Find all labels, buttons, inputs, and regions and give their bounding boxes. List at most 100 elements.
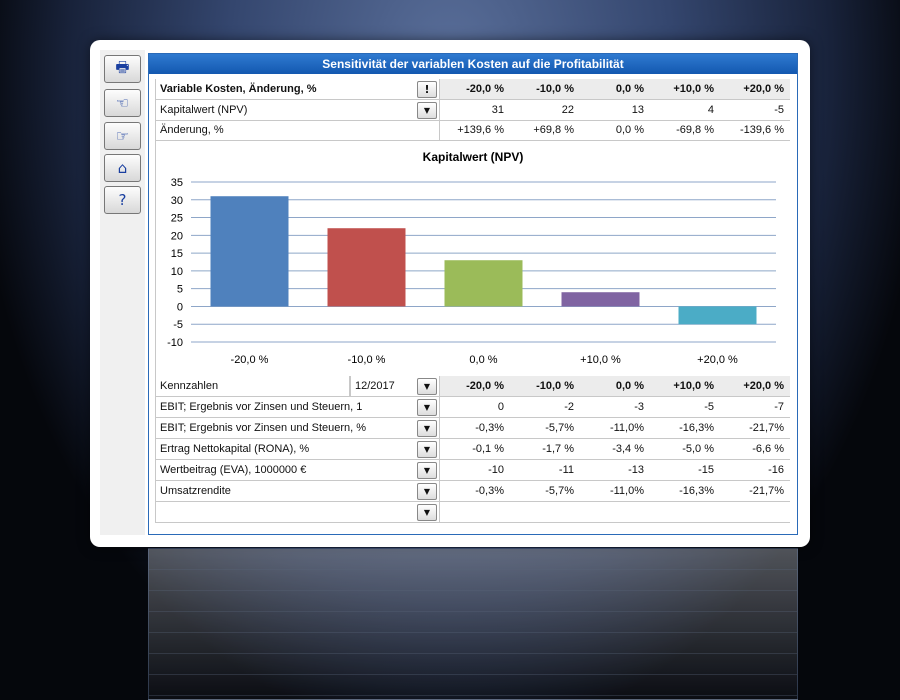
help-icon: ? (118, 191, 127, 209)
kpi-select[interactable]: Wertbeitrag (EVA), 1000000 € ▼ (155, 460, 440, 480)
y-tick-label: -10 (167, 337, 183, 349)
cell-value: -20,0 % (440, 79, 510, 99)
chevron-down-icon[interactable]: ▼ (417, 419, 437, 437)
cell-value: -11 (558, 464, 574, 476)
cell-value: +10,0 % (650, 79, 720, 99)
kpi-label: Ertrag Nettokapital (RONA), % (160, 443, 310, 455)
reflection (148, 548, 798, 700)
table-row: Kapitalwert (NPV) ▼ 31 22 13 4 -5 (155, 100, 790, 121)
cell-value: -5 (704, 401, 714, 413)
cell-value: -5,7% (545, 485, 574, 497)
cell-value: -13 (628, 464, 644, 476)
period-select[interactable]: 12/2017 ▼ (350, 376, 440, 396)
table-row: Änderung, % +139,6 % +69,8 % 0,0 % -69,8 % -1… (155, 120, 790, 141)
help-button[interactable]: ? (104, 186, 141, 214)
cell-value (440, 502, 510, 522)
kpi-select[interactable]: Ertrag Nettokapital (RONA), % ▼ (155, 439, 440, 459)
printer-button[interactable]: 🖶 (104, 55, 141, 83)
row-label-text: Kapitalwert (NPV) (160, 104, 248, 116)
cell-value (720, 502, 790, 522)
hand-left-button[interactable]: ☜ (104, 89, 141, 117)
cell-value: -16,3% (679, 422, 714, 434)
cell-value: -11,0% (609, 485, 644, 497)
home-button[interactable]: ⌂ (104, 154, 141, 182)
kpi-row: Umsatzrendite ▼ -0,3% -5,7% -11,0% -16,3% -21,… (155, 481, 790, 502)
cell-value: -15 (698, 464, 714, 476)
y-tick-label: 5 (177, 284, 183, 296)
cell-value: +10,0 % (650, 376, 720, 396)
cell-value: 0 (497, 401, 504, 413)
cell-value: -3 (634, 401, 644, 413)
chevron-down-icon[interactable]: ▼ (417, 101, 437, 119)
cell-value: -2 (564, 401, 574, 413)
kennzahlen-text: Kennzahlen (160, 380, 219, 392)
kpi-select[interactable]: ▼ (155, 502, 440, 522)
cell-value: -10 (488, 464, 504, 476)
cell-value: -0,1 % (472, 443, 504, 455)
chevron-down-icon[interactable]: ▼ (417, 461, 437, 479)
y-tick-label: 25 (171, 213, 183, 225)
bar (561, 292, 640, 307)
cell-value: +139,6 % (457, 124, 504, 136)
cell-value: 31 (491, 104, 504, 116)
cell-value: +69,8 % (533, 124, 574, 136)
chevron-down-icon[interactable]: ▼ (417, 377, 437, 395)
cell-value: -3,4 % (612, 443, 644, 455)
cell-value: -5 (774, 104, 784, 116)
y-tick-label: 15 (171, 248, 183, 260)
kpi-header: Kennzahlen 12/2017 ▼ -20,0 % -10,0 % 0,0 % +10… (155, 376, 790, 397)
cell-value: +20,0 % (720, 79, 790, 99)
y-tick-label: 10 (171, 266, 183, 278)
kennzahlen-label: Kennzahlen (155, 376, 350, 396)
header-label-text: Variable Kosten, Änderung, % (160, 83, 317, 95)
cell-value: -0,3% (475, 422, 504, 434)
x-tick-label: -20,0 % (231, 354, 269, 366)
info-button[interactable]: ! (417, 80, 437, 98)
hand-right-icon: ☞ (115, 127, 130, 145)
row-label: Änderung, % (155, 120, 440, 140)
x-tick-label: +20,0 % (697, 354, 738, 366)
kpi-row: EBIT; Ergebnis vor Zinsen und Steuern, %… (155, 418, 790, 439)
bar (327, 228, 406, 307)
cell-value: -5,7% (545, 422, 574, 434)
npv-chart: Kapitalwert (NPV) 35 30 25 20 15 10 5 0 -5 -10 -20,… (155, 139, 790, 376)
x-tick-label: -10,0 % (348, 354, 386, 366)
kpi-label: EBIT; Ergebnis vor Zinsen und Steuern, % (160, 422, 367, 434)
kpi-row: Wertbeitrag (EVA), 1000000 € ▼ -10 -11 -13 -1… (155, 460, 790, 481)
hand-right-button[interactable]: ☞ (104, 122, 141, 150)
y-tick-label: 35 (171, 177, 183, 189)
chevron-down-icon[interactable]: ▼ (417, 503, 437, 521)
chevron-down-icon[interactable]: ▼ (417, 398, 437, 416)
kpi-label: EBIT; Ergebnis vor Zinsen und Steuern, 1 (160, 401, 363, 413)
kpi-row: ▼ (155, 502, 790, 523)
kpi-select[interactable]: EBIT; Ergebnis vor Zinsen und Steuern, %… (155, 418, 440, 438)
kpi-label: Wertbeitrag (EVA), 1000000 € (160, 464, 307, 476)
header-label: Variable Kosten, Änderung, %! (155, 79, 440, 99)
x-tick-label: 0,0 % (469, 354, 497, 366)
bar (210, 196, 289, 307)
cell-value: -0,3% (475, 485, 504, 497)
kpi-select[interactable]: EBIT; Ergebnis vor Zinsen und Steuern, 1… (155, 397, 440, 417)
y-tick-label: 0 (177, 301, 183, 313)
cell-value: -21,7% (749, 422, 784, 434)
kpi-select[interactable]: Umsatzrendite ▼ (155, 481, 440, 501)
cell-value: 13 (631, 104, 644, 116)
chevron-down-icon[interactable]: ▼ (417, 482, 437, 500)
cell-value: -11,0% (609, 422, 644, 434)
chevron-down-icon[interactable]: ▼ (417, 440, 437, 458)
cell-value: -139,6 % (739, 124, 784, 136)
cell-value: 4 (707, 104, 714, 116)
kpi-row: EBIT; Ergebnis vor Zinsen und Steuern, 1… (155, 397, 790, 418)
cell-value: +20,0 % (720, 376, 790, 396)
y-tick-label: -5 (173, 319, 183, 331)
period-value: 12/2017 (355, 380, 395, 392)
cell-value: -16 (768, 464, 784, 476)
cell-value (510, 502, 580, 522)
y-tick-label: 20 (171, 230, 183, 242)
table-header: Variable Kosten, Änderung, %! -20,0 % -10,… (155, 79, 790, 100)
cell-value: 0,0 % (580, 79, 650, 99)
cell-value: -7 (774, 401, 784, 413)
cell-value: 0,0 % (580, 376, 650, 396)
cell-value: -10,0 % (510, 376, 580, 396)
cell-value: -10,0 % (510, 79, 580, 99)
